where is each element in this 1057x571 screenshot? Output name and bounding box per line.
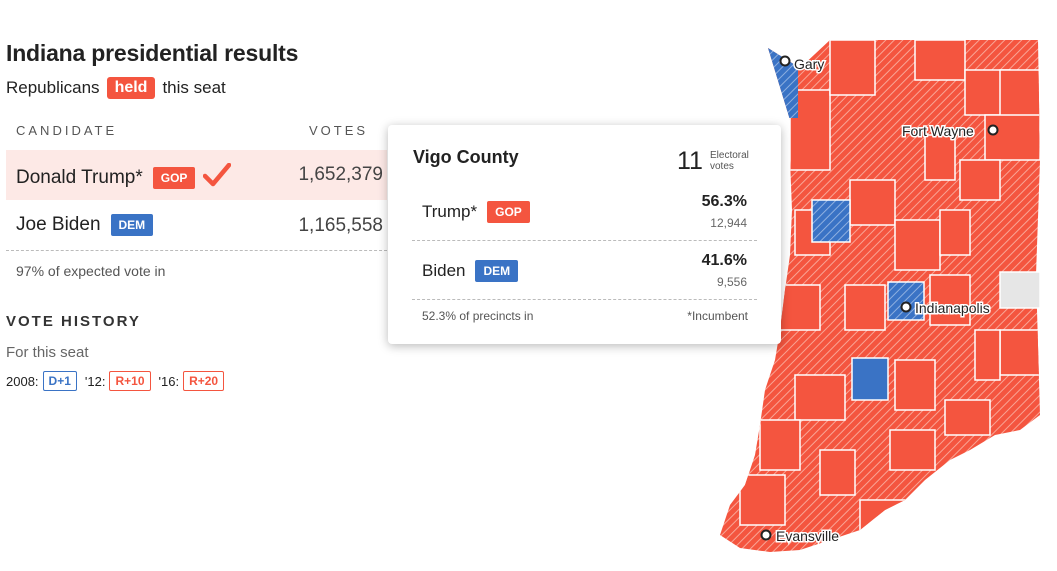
vote-history-title: VOTE HISTORY: [6, 313, 141, 330]
city-label-fort-wayne: Fort Wayne: [902, 123, 974, 139]
row-divider: [6, 250, 387, 251]
tooltip-candidate-row-biden: Biden DEM 41.6% 9,556: [412, 242, 757, 300]
party-badge-dem: DEM: [475, 260, 519, 282]
tooltip-candidate-name: Biden: [422, 261, 466, 280]
page-title: Indiana presidential results: [6, 40, 299, 66]
candidate-row-biden: Joe Biden DEM 1,165,558: [6, 201, 387, 251]
city-label-indianapolis: Indianapolis: [915, 300, 990, 316]
city-marker-icon: [779, 55, 791, 67]
tippecanoe-county-dem[interactable]: [811, 199, 851, 243]
state-shape: [720, 40, 1041, 552]
vote-history-row: 2008: D+1 '12: R+10 '16: R+20: [6, 371, 232, 391]
seat-status-line: Republicans held this seat: [6, 77, 226, 99]
party-badge-gop: GOP: [487, 201, 530, 223]
city-marker-icon: [987, 124, 999, 136]
monroe-county-dem[interactable]: [851, 357, 889, 401]
candidate-name: Donald Trump*: [16, 167, 143, 188]
vote-history-year: '12:: [84, 373, 106, 389]
seat-status-prefix: Republicans: [6, 78, 100, 97]
held-badge: held: [106, 77, 156, 99]
party-badge-gop: GOP: [152, 167, 196, 189]
vote-history-year: 2008:: [6, 373, 39, 389]
party-badge-dem: DEM: [110, 214, 154, 236]
city-markers: Gary Fort Wayne Indianapolis Evansville: [760, 55, 999, 546]
tooltip-vote-percent: 56.3%: [701, 193, 747, 210]
row-divider: [412, 299, 757, 300]
vote-history-year: '16:: [158, 373, 180, 389]
vote-history-subtitle: For this seat: [6, 344, 89, 361]
tooltip-vote-count: 9,556: [716, 275, 747, 289]
candidate-row-trump: Donald Trump* GOP 1,652,379: [6, 150, 387, 200]
marion-county-dem[interactable]: [887, 281, 925, 321]
tooltip-candidate-row-trump: Trump* GOP 56.3% 12,944: [412, 183, 757, 241]
winner-check-icon: [203, 162, 232, 193]
electoral-votes-number: 11: [677, 147, 703, 175]
vote-history-margin: R+20: [183, 371, 225, 391]
candidate-votes: 1,652,379: [298, 164, 383, 185]
electoral-votes-label: Electoral votes: [710, 150, 749, 172]
incumbent-note: *Incumbent: [687, 309, 748, 323]
row-divider: [412, 240, 757, 241]
expected-vote-note: 97% of expected vote in: [16, 263, 166, 279]
tooltip-vote-percent: 41.6%: [701, 252, 747, 269]
candidate-votes: 1,165,558: [298, 215, 383, 236]
county-tooltip: Vigo County 11 Electoral votes Trump* GO…: [388, 125, 781, 344]
indiana-county-map[interactable]: Gary Fort Wayne Indianapolis Evansville: [700, 30, 1050, 565]
candidate-name: Joe Biden: [16, 214, 101, 235]
tooltip-vote-count: 12,944: [710, 216, 747, 230]
city-marker-icon: [900, 301, 912, 313]
precincts-reporting: 52.3% of precincts in: [422, 309, 534, 323]
column-header-candidate: CANDIDATE: [16, 123, 118, 138]
city-label-gary: Gary: [794, 56, 824, 72]
seat-status-suffix: this seat: [162, 78, 226, 97]
city-marker-icon: [760, 529, 772, 541]
tooltip-county-name: Vigo County: [413, 147, 519, 167]
city-label-evansville: Evansville: [776, 528, 839, 544]
vote-history-margin: R+10: [109, 371, 151, 391]
tooltip-candidate-name: Trump*: [422, 202, 478, 221]
vote-history-margin: D+1: [42, 371, 77, 391]
column-header-votes: VOTES: [309, 123, 369, 138]
county-no-data[interactable]: [999, 271, 1041, 309]
